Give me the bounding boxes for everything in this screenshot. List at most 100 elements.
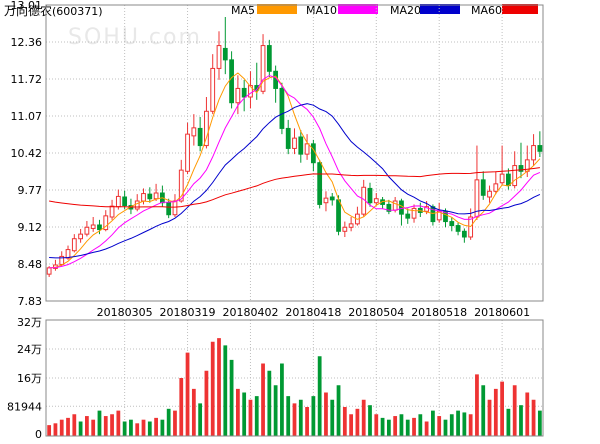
- volume-tick-label: 0: [35, 428, 42, 440]
- candle: [430, 204, 436, 226]
- candle-body: [134, 200, 140, 210]
- candle-body: [197, 127, 203, 147]
- candle: [342, 221, 348, 237]
- candle-body: [241, 87, 247, 98]
- candle: [229, 51, 234, 109]
- candle-body: [518, 165, 524, 172]
- volume-bar: [317, 356, 322, 436]
- volume-bar: [229, 359, 234, 436]
- candle-body: [399, 200, 404, 215]
- candle: [191, 114, 197, 146]
- legend-ma20-swatch: [420, 4, 460, 14]
- legend-ma20-label: MA20: [390, 4, 421, 17]
- candle: [204, 97, 209, 149]
- volume-bar: [456, 410, 460, 436]
- volume-bar: [305, 407, 309, 436]
- volume-bar: [355, 408, 360, 436]
- candle: [279, 82, 285, 135]
- volume-bar: [462, 412, 467, 436]
- candle: [455, 222, 461, 236]
- candle-body: [191, 127, 197, 137]
- volume-bar: [506, 408, 511, 436]
- candle-body: [468, 216, 474, 238]
- volume-bar: [210, 341, 215, 436]
- volume-bar: [254, 396, 259, 436]
- candle-body: [46, 267, 52, 275]
- candle-body: [235, 87, 241, 104]
- candle: [90, 217, 96, 232]
- volume-bar: [248, 399, 253, 436]
- volume-bar: [267, 370, 272, 436]
- volume-bar: [386, 419, 391, 436]
- date-tick-label: 20180402: [222, 306, 278, 319]
- volume-panel-frame: [45, 319, 544, 437]
- candle: [493, 171, 499, 195]
- candle: [185, 122, 190, 175]
- volume-bar: [166, 408, 171, 436]
- candle: [285, 119, 291, 155]
- candle: [417, 202, 423, 217]
- candle-body: [329, 196, 335, 201]
- volume-bar: [185, 352, 190, 436]
- candle-body: [386, 203, 392, 212]
- price-tick-label: 7.83: [18, 295, 43, 308]
- volume-axis: 32万 24万 16万 81944 0: [7, 316, 42, 441]
- candle-body: [480, 179, 486, 196]
- date-tick-label: 20180319: [160, 306, 216, 319]
- candle-body: [461, 230, 467, 238]
- candle-body: [342, 226, 348, 232]
- candle-body: [103, 215, 109, 231]
- candle-body: [310, 143, 316, 164]
- candle: [254, 62, 260, 100]
- price-tick-label: 9.77: [18, 184, 43, 197]
- volume-bar: [160, 419, 165, 436]
- volume-bar: [487, 399, 492, 436]
- candle-body: [285, 127, 291, 149]
- candle: [298, 130, 304, 163]
- volume-bar: [179, 378, 184, 436]
- stock-name: 万向德农: [4, 3, 52, 18]
- legend-ma10-swatch: [338, 4, 378, 14]
- volume-bar: [405, 419, 410, 436]
- candle: [71, 234, 77, 253]
- volume-bar: [135, 423, 140, 436]
- candle: [109, 199, 115, 220]
- candle: [216, 31, 222, 80]
- candle-body: [141, 193, 146, 202]
- candle: [449, 217, 455, 232]
- volume-bar: [292, 403, 297, 436]
- volume-bar: [500, 381, 504, 436]
- candle: [159, 185, 165, 207]
- volume-bar: [91, 419, 96, 436]
- volume-series: [47, 338, 542, 436]
- candle-body: [122, 196, 128, 207]
- candle: [122, 190, 128, 209]
- date-tick-label: 20180518: [411, 306, 467, 319]
- candle-body: [531, 145, 536, 161]
- volume-bar: [110, 414, 114, 436]
- volume-bar: [141, 419, 146, 436]
- volume-bar: [519, 405, 523, 436]
- volume-tick-label: 16万: [17, 372, 42, 385]
- price-axis: 13.01 12.36 11.72 11.07 10.42 9.77 9.12 8.48 7.8…: [11, 0, 43, 308]
- volume-bar: [204, 370, 209, 436]
- candle-body: [65, 249, 71, 259]
- candle: [53, 259, 58, 271]
- price-tick-label: 11.07: [11, 110, 43, 123]
- candle-body: [537, 145, 543, 152]
- volume-bar: [78, 421, 83, 436]
- candle: [461, 228, 467, 243]
- candle-body: [222, 47, 228, 61]
- candle-body: [260, 45, 266, 92]
- candle-body: [147, 193, 153, 200]
- candle-body: [487, 190, 492, 198]
- moving-average-lines: [49, 72, 541, 269]
- candle-body: [499, 173, 505, 184]
- volume-bar: [85, 416, 89, 436]
- candle-body: [304, 143, 310, 155]
- candle: [373, 193, 379, 206]
- candle: [222, 17, 228, 75]
- candle: [292, 128, 297, 155]
- candle: [480, 171, 486, 200]
